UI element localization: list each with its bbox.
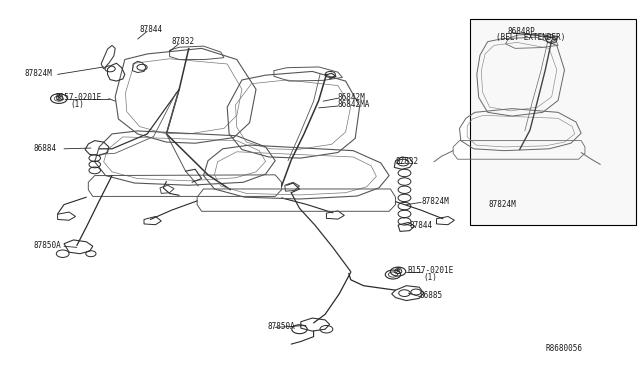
Text: 87844: 87844 (140, 25, 163, 34)
Text: 87832: 87832 (172, 37, 195, 46)
Text: 87850A: 87850A (33, 241, 61, 250)
Text: (1): (1) (70, 100, 84, 109)
Text: ®: ® (54, 94, 63, 103)
Text: 87844: 87844 (410, 221, 433, 230)
Text: 86884: 86884 (33, 144, 56, 153)
Text: 87824M: 87824M (24, 69, 52, 78)
Text: (1): (1) (424, 273, 438, 282)
Text: (BELT EXTENDER): (BELT EXTENDER) (496, 33, 565, 42)
Text: ®: ® (394, 267, 403, 276)
Text: 87832: 87832 (396, 157, 419, 166)
Text: 86848P: 86848P (508, 27, 535, 36)
Text: 86842M: 86842M (338, 93, 365, 102)
Text: 87850A: 87850A (268, 323, 295, 331)
Text: B157-0201E: B157-0201E (407, 266, 453, 275)
Bar (470, 19, 636, 225)
Text: 86885: 86885 (419, 291, 442, 300)
Text: 87824M: 87824M (489, 200, 516, 209)
Text: 87824M: 87824M (421, 197, 449, 206)
Text: R8680056: R8680056 (545, 344, 582, 353)
Text: B157-0201E: B157-0201E (55, 93, 101, 102)
Text: 86842MA: 86842MA (338, 100, 371, 109)
